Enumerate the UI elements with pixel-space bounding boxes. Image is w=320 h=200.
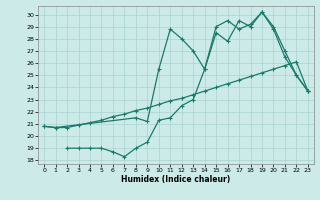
X-axis label: Humidex (Indice chaleur): Humidex (Indice chaleur) xyxy=(121,175,231,184)
